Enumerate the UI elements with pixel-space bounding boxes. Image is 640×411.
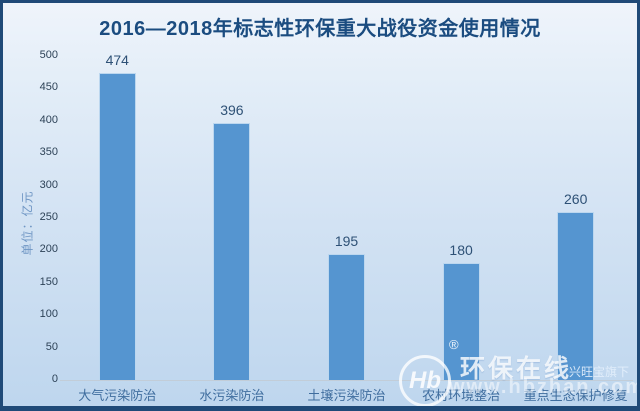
x-axis-line [60, 380, 633, 381]
y-tick-label: 250 [39, 211, 58, 223]
bar-value-label: 195 [334, 232, 359, 249]
bar [213, 123, 251, 380]
bar [442, 263, 480, 380]
y-tick-label: 0 [51, 373, 58, 385]
y-tick-label: 350 [39, 146, 58, 159]
y-tick-label: 50 [45, 340, 58, 353]
category-label: 土壤污染防治 [307, 388, 386, 403]
bar-value-label: 180 [449, 242, 473, 259]
bar-value-label: 396 [220, 102, 244, 119]
chart-title: 2016—2018年标志性环保重大战役资金使用情况 [99, 18, 541, 40]
y-tick-label: 200 [39, 243, 58, 256]
category-label: 农村环境整治 [422, 388, 501, 403]
y-tick-label: 150 [39, 275, 58, 288]
bar [328, 253, 365, 380]
y-tick-label: 400 [39, 113, 58, 126]
bar-value-label: 260 [564, 190, 588, 207]
category-label: 重点生态保护修复 [523, 388, 628, 403]
category-label: 大气污染防治 [78, 388, 157, 403]
bar [557, 211, 595, 380]
y-tick-label: 450 [39, 81, 58, 94]
y-tick-label: 500 [39, 49, 58, 61]
y-tick-label: 300 [39, 178, 58, 191]
y-tick-label: 100 [39, 308, 58, 321]
bar-value-label: 474 [105, 51, 129, 68]
category-label: 水污染防治 [199, 388, 265, 403]
bar [98, 72, 136, 380]
